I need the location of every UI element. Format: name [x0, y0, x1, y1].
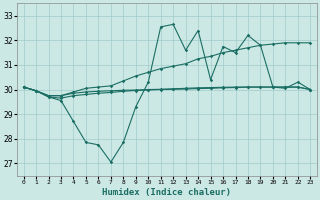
X-axis label: Humidex (Indice chaleur): Humidex (Indice chaleur) [102, 188, 231, 197]
